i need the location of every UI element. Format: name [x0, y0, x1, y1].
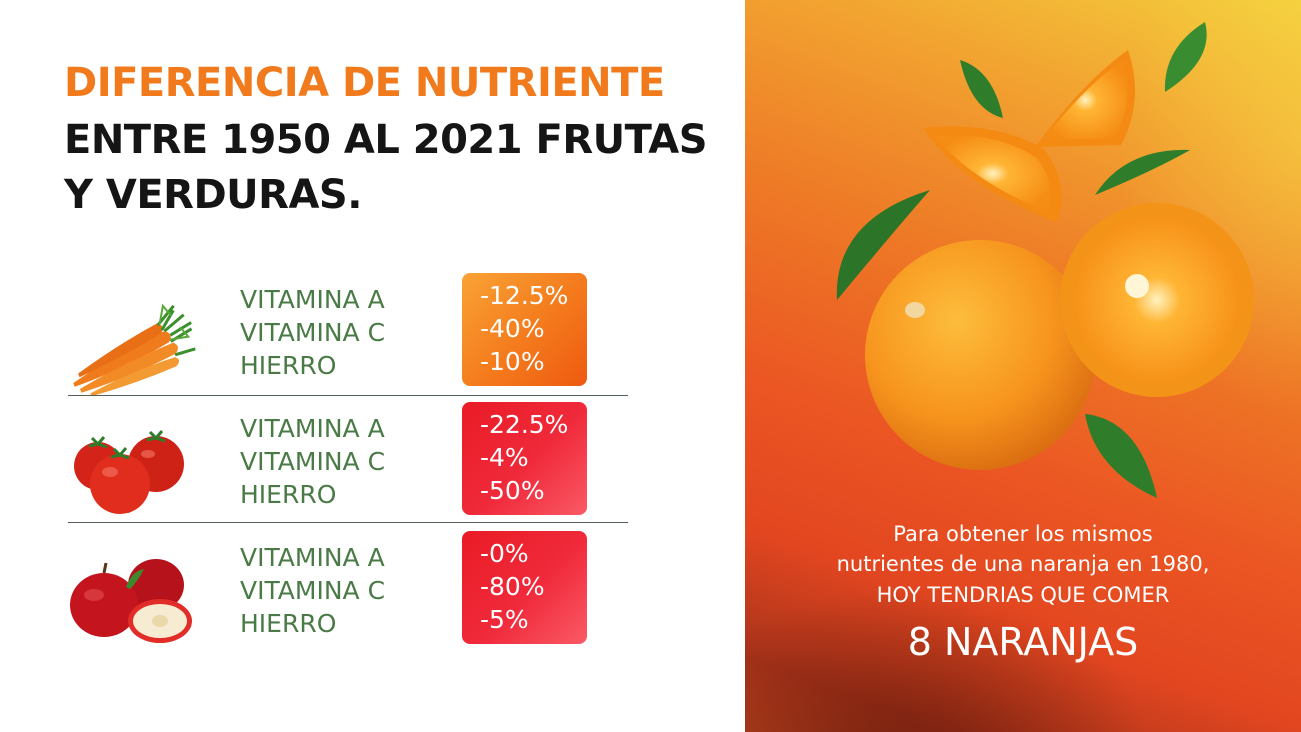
- nutrient-row-carrots: VITAMINA A VITAMINA C HIERRO -12.5% -40%…: [0, 273, 640, 403]
- title-line-3: Y VERDURAS.: [64, 172, 362, 218]
- values-box-carrots: -12.5% -40% -10%: [462, 273, 587, 386]
- title-accent: DIFERENCIA DE NUTRIENTE: [64, 60, 665, 106]
- oranges-image: [836, 22, 1254, 498]
- orange-panel: Para obtener los mismos nutrientes de un…: [745, 0, 1301, 732]
- values-box-apples: -0% -80% -5%: [462, 531, 587, 644]
- label-hierro: HIERRO: [240, 480, 337, 509]
- values-box-tomatoes: -22.5% -4% -50%: [462, 402, 587, 515]
- value-hierro: -50%: [480, 476, 545, 505]
- value-vitamina-c: -4%: [480, 443, 529, 472]
- apples-image: [70, 559, 192, 643]
- value-vitamina-a: -22.5%: [480, 410, 569, 439]
- label-vitamina-c: VITAMINA C: [240, 318, 386, 347]
- tomatoes-image: [74, 430, 184, 514]
- title-line-2: ENTRE 1950 AL 2021 FRUTAS: [64, 117, 708, 163]
- carrots-image: [73, 303, 196, 397]
- label-vitamina-c: VITAMINA C: [240, 447, 386, 476]
- value-vitamina-a: -12.5%: [480, 281, 569, 310]
- nutrient-labels: VITAMINA A VITAMINA C HIERRO: [240, 412, 385, 511]
- value-hierro: -5%: [480, 605, 529, 634]
- value-vitamina-a: -0%: [480, 539, 529, 568]
- row-divider: [68, 522, 628, 523]
- label-hierro: HIERRO: [240, 351, 337, 380]
- nutrient-row-apples: VITAMINA A VITAMINA C HIERRO -0% -80% -5…: [0, 531, 640, 661]
- nutrient-row-tomatoes: VITAMINA A VITAMINA C HIERRO -22.5% -4% …: [0, 402, 640, 532]
- value-hierro: -10%: [480, 347, 545, 376]
- label-vitamina-c: VITAMINA C: [240, 576, 386, 605]
- value-vitamina-c: -40%: [480, 314, 545, 343]
- row-divider: [68, 395, 628, 396]
- callout-line-3: HOY TENDRIAS QUE COMER: [876, 583, 1170, 607]
- nutrient-labels: VITAMINA A VITAMINA C HIERRO: [240, 541, 385, 640]
- callout-line-1: Para obtener los mismos: [893, 522, 1153, 546]
- label-hierro: HIERRO: [240, 609, 337, 638]
- label-vitamina-a: VITAMINA A: [240, 414, 385, 443]
- label-vitamina-a: VITAMINA A: [240, 285, 385, 314]
- nutrient-labels: VITAMINA A VITAMINA C HIERRO: [240, 283, 385, 382]
- callout-highlight: 8 NARANJAS: [907, 620, 1139, 664]
- callout-line-2: nutrientes de una naranja en 1980,: [836, 552, 1210, 576]
- value-vitamina-c: -80%: [480, 572, 545, 601]
- label-vitamina-a: VITAMINA A: [240, 543, 385, 572]
